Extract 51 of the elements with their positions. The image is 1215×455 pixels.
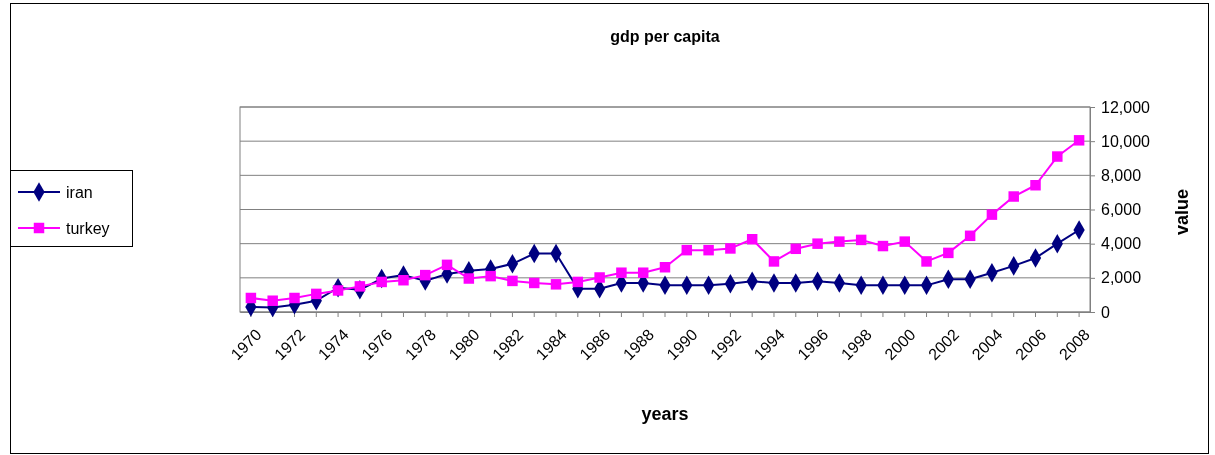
- point: [528, 277, 540, 289]
- point: [550, 279, 562, 290]
- point: [376, 276, 387, 288]
- point: [463, 273, 475, 284]
- y-tick-label: 4,000: [1101, 235, 1142, 253]
- point: [964, 230, 976, 242]
- y-tick-label: 2,000: [1101, 269, 1142, 287]
- point: [245, 292, 257, 304]
- point: [899, 236, 910, 247]
- point: [986, 209, 998, 220]
- y-axis-title: value: [1172, 188, 1192, 236]
- point: [485, 270, 496, 282]
- y-tick-label: 0: [1101, 303, 1110, 321]
- point: [1052, 151, 1063, 162]
- point: [398, 274, 409, 286]
- point: [354, 281, 366, 292]
- point: [703, 244, 714, 256]
- point: [267, 295, 278, 306]
- point: [1073, 135, 1085, 146]
- point: [572, 276, 584, 288]
- point: [1030, 180, 1041, 191]
- point: [311, 288, 322, 300]
- legend-label: iran: [66, 183, 93, 201]
- point: [637, 267, 649, 278]
- point: [507, 275, 518, 287]
- x-axis-title: years: [641, 404, 689, 424]
- y-tick-label: 10,000: [1101, 132, 1151, 150]
- point: [921, 256, 932, 267]
- point: [725, 243, 736, 254]
- point: [616, 267, 627, 278]
- point: [834, 236, 845, 247]
- point: [594, 272, 605, 283]
- legend-label: turkey: [66, 219, 110, 237]
- point: [659, 262, 671, 273]
- chart-title: gdp per capita: [610, 28, 720, 45]
- point: [1008, 191, 1019, 202]
- point: [790, 243, 802, 255]
- point: [943, 247, 954, 259]
- point: [420, 269, 431, 281]
- point: [332, 285, 344, 296]
- point: [877, 240, 889, 252]
- point: [746, 233, 758, 245]
- point: [768, 256, 780, 267]
- point: [441, 259, 453, 271]
- point: [812, 238, 823, 249]
- y-tick-label: 8,000: [1101, 166, 1142, 184]
- point: [681, 244, 693, 256]
- point: [289, 292, 300, 304]
- point: [855, 234, 867, 246]
- y-tick-label: 12,000: [1101, 98, 1151, 116]
- y-tick-label: 6,000: [1101, 201, 1142, 219]
